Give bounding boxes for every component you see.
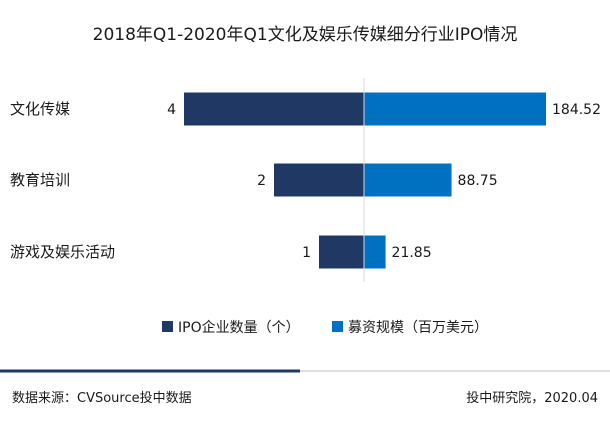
- bars-layer: 文化传媒 4 184.52 教育培训 2 88.75 游戏及娱乐活动 1 21.85: [10, 78, 601, 282]
- source-note: 数据来源：CVSource投中数据: [12, 390, 192, 406]
- legend-swatch-ipo-count: [162, 321, 173, 332]
- ipo-count-value: 1: [302, 245, 311, 261]
- legend: IPO企业数量（个） 募资规模（百万美元）: [162, 319, 488, 336]
- ipo-count-bar: [274, 163, 364, 197]
- fundraising-value: 88.75: [458, 173, 498, 189]
- fundraising-value: 184.52: [552, 102, 601, 118]
- chart-title: 2018年Q1-2020年Q1文化及娱乐传媒细分行业IPO情况: [93, 25, 518, 45]
- ipo-count-value: 4: [167, 102, 176, 118]
- ipo-count-value: 2: [257, 173, 266, 189]
- fundraising-bar: [364, 92, 546, 126]
- category-label: 教育培训: [10, 171, 70, 189]
- legend-label-ipo-count: IPO企业数量（个）: [178, 319, 300, 336]
- fundraising-value: 21.85: [392, 245, 432, 261]
- credit-note: 投中研究院，2020.04: [466, 390, 598, 406]
- fundraising-bar: [364, 163, 452, 197]
- legend-label-fundraising: 募资规模（百万美元）: [348, 320, 488, 336]
- ipo-count-bar: [184, 92, 364, 126]
- category-label: 文化传媒: [10, 100, 70, 118]
- legend-swatch-fundraising: [332, 321, 343, 332]
- fundraising-bar: [364, 235, 386, 269]
- category-label: 游戏及娱乐活动: [10, 243, 115, 261]
- ipo-count-bar: [319, 235, 364, 269]
